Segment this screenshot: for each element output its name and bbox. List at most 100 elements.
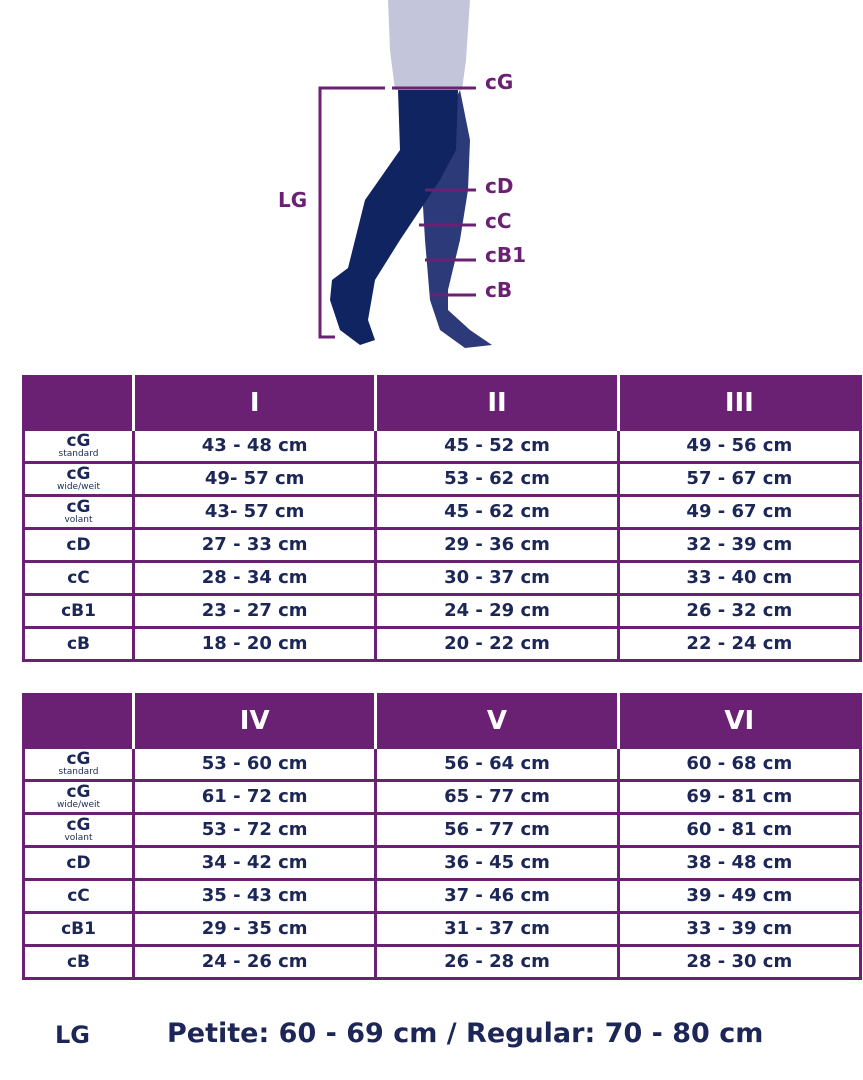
lg-bracket (318, 86, 385, 339)
measure-name: cG (66, 497, 91, 517)
table-row: cB1 29 - 35 cm 31 - 37 cm 33 - 39 cm (22, 911, 863, 947)
size-range-cell: 37 - 46 cm (374, 878, 620, 914)
measure-label: cB (22, 944, 135, 980)
measure-name: cD (66, 852, 91, 873)
measure-label: cG standard (22, 428, 135, 464)
size-range-cell: 60 - 68 cm (616, 746, 863, 782)
size-range-cell: 49- 57 cm (131, 461, 378, 497)
label-cg: cG (485, 70, 514, 94)
size-range-cell: 49 - 67 cm (616, 494, 863, 530)
table-row: cD 27 - 33 cm 29 - 36 cm 32 - 39 cm (22, 527, 863, 563)
size-range-cell: 24 - 29 cm (374, 593, 620, 629)
size-range-cell: 60 - 81 cm (616, 812, 863, 848)
measure-label: cG standard (22, 746, 135, 782)
size-range-cell: 29 - 36 cm (374, 527, 620, 563)
measure-name: cG (66, 464, 91, 484)
header-size: I (131, 376, 376, 430)
size-range-cell: 39 - 49 cm (616, 878, 863, 914)
size-range-cell: 53 - 72 cm (131, 812, 378, 848)
table-row: cB1 23 - 27 cm 24 - 29 cm 26 - 32 cm (22, 593, 863, 629)
measure-name: cB1 (61, 918, 96, 939)
measure-name: cB (66, 633, 91, 654)
measure-label: cD (22, 527, 135, 563)
measure-variant: wide/weit (56, 482, 101, 492)
size-range-cell: 43 - 48 cm (131, 428, 378, 464)
measure-variant: standard (58, 449, 99, 459)
measure-name: cG (66, 749, 91, 769)
table-row: cB 24 - 26 cm 26 - 28 cm 28 - 30 cm (22, 944, 863, 980)
measure-label: cG wide/weit (22, 779, 135, 815)
size-range-cell: 23 - 27 cm (131, 593, 378, 629)
front-leg-stocking (330, 90, 458, 345)
size-range-cell: 36 - 45 cm (374, 845, 620, 881)
size-range-cell: 34 - 42 cm (131, 845, 378, 881)
measure-name: cC (67, 567, 90, 588)
leg-diagram (318, 0, 492, 348)
header-size: II (374, 376, 619, 430)
footer-text: Petite: 60 - 69 cm / Regular: 70 - 80 cm (167, 1018, 764, 1049)
size-range-cell: 69 - 81 cm (616, 779, 863, 815)
table-row: cG volant 43- 57 cm 45 - 62 cm 49 - 67 cm (22, 494, 863, 530)
size-range-cell: 43- 57 cm (131, 494, 378, 530)
size-range-cell: 45 - 62 cm (374, 494, 620, 530)
table-row: cG wide/weit 61 - 72 cm 65 - 77 cm 69 - 81 c… (22, 779, 863, 815)
table-row: cG volant 53 - 72 cm 56 - 77 cm 60 - 81 cm (22, 812, 863, 848)
label-cb1: cB1 (485, 243, 527, 267)
measure-name: cB1 (61, 600, 96, 621)
measure-name: cC (67, 885, 90, 906)
measure-name: cG (66, 782, 91, 802)
size-range-cell: 20 - 22 cm (374, 626, 620, 662)
header-size (23, 376, 134, 430)
table-row: cG standard 43 - 48 cm 45 - 52 cm 49 - 56 cm (22, 428, 863, 464)
measure-label: cG volant (22, 494, 135, 530)
size-range-cell: 45 - 52 cm (374, 428, 620, 464)
size-range-cell: 31 - 37 cm (374, 911, 620, 947)
measure-label: cC (22, 878, 135, 914)
table-row: cC 28 - 34 cm 30 - 37 cm 33 - 40 cm (22, 560, 863, 596)
size-range-cell: 56 - 64 cm (374, 746, 620, 782)
measure-label: cD (22, 845, 135, 881)
header-size: IV (131, 694, 376, 748)
label-cb: cB (485, 278, 513, 302)
size-range-cell: 53 - 60 cm (131, 746, 378, 782)
measure-name: cB (66, 951, 91, 972)
table-row: cB 18 - 20 cm 20 - 22 cm 22 - 24 cm (22, 626, 863, 662)
size-range-cell: 65 - 77 cm (374, 779, 620, 815)
size-range-cell: 30 - 37 cm (374, 560, 620, 596)
measure-label: cG volant (22, 812, 135, 848)
torso-skin (388, 0, 470, 90)
size-range-cell: 24 - 26 cm (131, 944, 378, 980)
measure-variant: volant (64, 515, 93, 525)
measure-name: cG (66, 431, 91, 451)
size-range-cell: 29 - 35 cm (131, 911, 378, 947)
size-range-cell: 18 - 20 cm (131, 626, 378, 662)
size-range-cell: 28 - 30 cm (616, 944, 863, 980)
size-range-cell: 49 - 56 cm (616, 428, 863, 464)
table-row: cG standard 53 - 60 cm 56 - 64 cm 60 - 68 cm (22, 746, 863, 782)
size-range-cell: 53 - 62 cm (374, 461, 620, 497)
size-range-cell: 22 - 24 cm (616, 626, 863, 662)
size-range-cell: 57 - 67 cm (616, 461, 863, 497)
header-row: I II III (23, 376, 861, 430)
measure-variant: volant (64, 833, 93, 843)
measure-variant: standard (58, 767, 99, 777)
size-range-cell: 56 - 77 cm (374, 812, 620, 848)
label-cd: cD (485, 174, 514, 198)
size-table-2: IV V VI cG standard 53 - 60 cm 56 - 64 cm 60 - … (22, 693, 863, 980)
size-range-cell: 33 - 39 cm (616, 911, 863, 947)
size-range-cell: 27 - 33 cm (131, 527, 378, 563)
measure-label: cB1 (22, 911, 135, 947)
table-row: cC 35 - 43 cm 37 - 46 cm 39 - 49 cm (22, 878, 863, 914)
header-size (23, 694, 134, 748)
size-table-1: I II III cG standard 43 - 48 cm 45 - 52 cm 49 -… (22, 375, 863, 662)
size-range-cell: 28 - 34 cm (131, 560, 378, 596)
footer-label: LG (55, 1021, 90, 1049)
size-range-cell: 61 - 72 cm (131, 779, 378, 815)
header-size: V (374, 694, 619, 748)
size-range-cell: 33 - 40 cm (616, 560, 863, 596)
size-range-cell: 38 - 48 cm (616, 845, 863, 881)
size-range-cell: 35 - 43 cm (131, 878, 378, 914)
measure-label: cB1 (22, 593, 135, 629)
measure-label: cB (22, 626, 135, 662)
label-lg: LG (278, 188, 308, 212)
